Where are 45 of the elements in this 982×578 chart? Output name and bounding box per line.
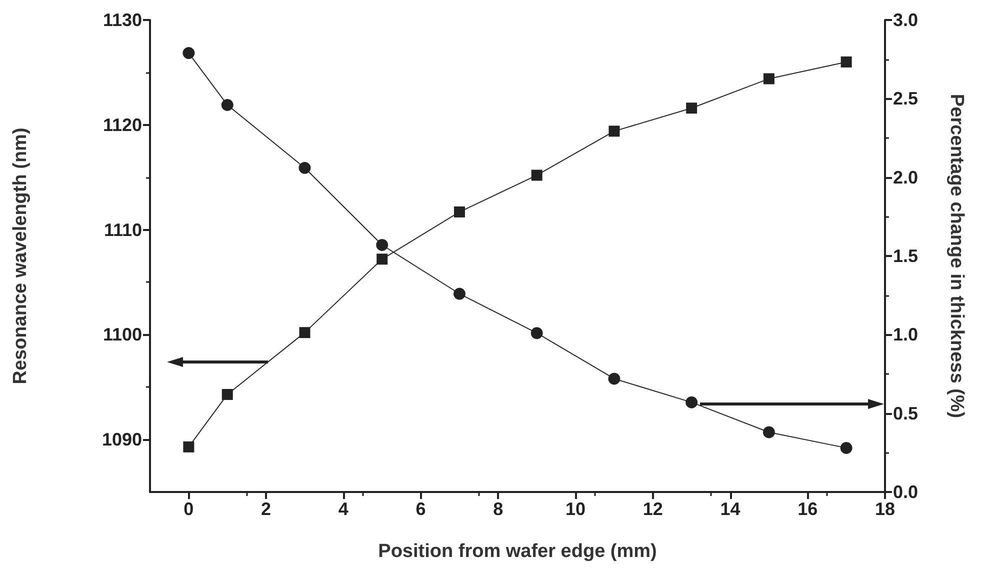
point	[763, 73, 774, 84]
point	[686, 396, 698, 408]
point	[686, 102, 698, 114]
point	[298, 162, 311, 174]
x-tick-label: 6	[416, 499, 426, 519]
point	[608, 126, 620, 137]
point	[531, 170, 542, 181]
y2-tick-label: 0.5	[893, 403, 918, 424]
y2-tick-label: 1.0	[893, 324, 918, 345]
x-tick-label: 10	[566, 499, 586, 519]
y-tick-label: 1090	[102, 430, 142, 450]
x-tick-label: 16	[798, 499, 818, 519]
y-axis-title: Resonance wavelength (nm)	[10, 128, 31, 384]
point	[608, 372, 620, 385]
y2-tick-label: 3.0	[893, 10, 918, 30]
point	[840, 56, 852, 68]
point	[453, 288, 466, 300]
y2-tick-label: 1.5	[893, 246, 918, 266]
x-tick-label: 0	[184, 499, 194, 519]
y-tick-label: 1100	[102, 324, 142, 345]
point	[454, 206, 465, 218]
y2-axis-title: Percentage change in thickness (%)	[946, 94, 967, 418]
point	[376, 238, 388, 251]
point	[376, 254, 388, 265]
point	[183, 441, 194, 452]
x-tick-label: 2	[261, 499, 272, 519]
y2-tick-label: 2.5	[893, 88, 918, 109]
point	[840, 442, 852, 454]
x-tick-label: 18	[874, 499, 896, 519]
x-tick-label: 14	[720, 499, 740, 519]
x-tick-label: 8	[493, 499, 504, 519]
point	[222, 388, 233, 400]
y2-tick-label: 2.0	[893, 167, 918, 188]
x-axis-title: Position from wafer edge (mm)	[378, 541, 657, 562]
y-tick-label: 1110	[104, 220, 142, 240]
x-tick-label: 12	[642, 499, 663, 519]
point	[221, 98, 234, 111]
point	[182, 47, 195, 60]
y-tick-label: 1130	[102, 10, 142, 30]
y2-tick-label: 0.0	[893, 482, 918, 502]
point	[530, 327, 543, 340]
x-tick-label: 4	[338, 499, 348, 519]
point	[762, 426, 775, 438]
point	[299, 327, 310, 338]
y-tick-label: 1120	[102, 114, 142, 135]
